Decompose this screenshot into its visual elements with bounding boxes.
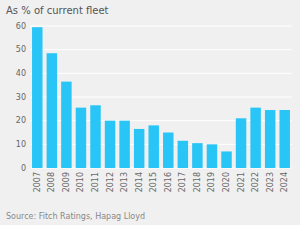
grid-line <box>30 49 292 50</box>
x-tick-label: 2013 <box>120 172 129 192</box>
x-tick-label: 2009 <box>62 172 71 192</box>
bar <box>105 121 115 168</box>
bar <box>236 118 246 168</box>
x-tick-label: 2019 <box>207 172 216 192</box>
bar <box>119 121 129 168</box>
x-tick-label: 2022 <box>251 172 260 192</box>
y-tick-label: 40 <box>16 69 26 78</box>
x-tick-label: 2018 <box>193 172 202 192</box>
x-tick-label: 2021 <box>237 172 246 192</box>
x-tick-label: 2020 <box>222 172 231 192</box>
bar <box>61 82 71 168</box>
bar <box>207 144 217 168</box>
x-tick-label: 2016 <box>164 172 173 192</box>
bar <box>279 110 289 168</box>
background <box>0 0 300 225</box>
x-tick-label: 2023 <box>266 172 275 192</box>
grid-line <box>30 26 292 27</box>
y-tick-label: 0 <box>21 164 26 173</box>
y-tick-label: 20 <box>16 116 26 125</box>
x-tick-label: 2017 <box>178 172 187 192</box>
bar <box>163 133 173 169</box>
x-tick-label: 2015 <box>149 172 158 192</box>
x-tick-label: 2010 <box>76 172 85 192</box>
y-axis-label: As % of current fleet <box>6 5 109 16</box>
bar <box>221 151 231 168</box>
bar <box>148 125 158 168</box>
bar <box>134 129 144 168</box>
bar <box>178 141 188 168</box>
chart-container: 0 10 20 30 40 50 60 2007 2008 2009 2010 2011 2012 201… <box>0 0 300 225</box>
x-tick-label: 2014 <box>135 172 144 192</box>
y-tick-label: 30 <box>16 93 26 102</box>
y-tick-label: 50 <box>16 45 26 54</box>
bar <box>47 53 57 168</box>
x-tick-label: 2012 <box>106 172 115 192</box>
bar <box>76 108 86 168</box>
bar <box>250 108 260 168</box>
x-tick-label: 2008 <box>47 172 56 192</box>
bar <box>265 110 275 168</box>
y-tick-label: 10 <box>16 140 26 149</box>
x-tick-label: 2011 <box>91 172 100 192</box>
x-tick-label: 2024 <box>280 172 289 192</box>
y-tick-label: 60 <box>16 22 26 31</box>
chart-svg: 0 10 20 30 40 50 60 2007 2008 2009 2010 2011 2012 201… <box>0 0 300 225</box>
bar <box>32 27 42 168</box>
grid-line <box>30 73 292 74</box>
bar <box>192 143 202 168</box>
x-tick-label: 2007 <box>33 172 42 192</box>
bar <box>90 105 100 168</box>
source-note: Source: Fitch Ratings, Hapag Lloyd <box>6 212 145 221</box>
bars <box>32 27 290 168</box>
